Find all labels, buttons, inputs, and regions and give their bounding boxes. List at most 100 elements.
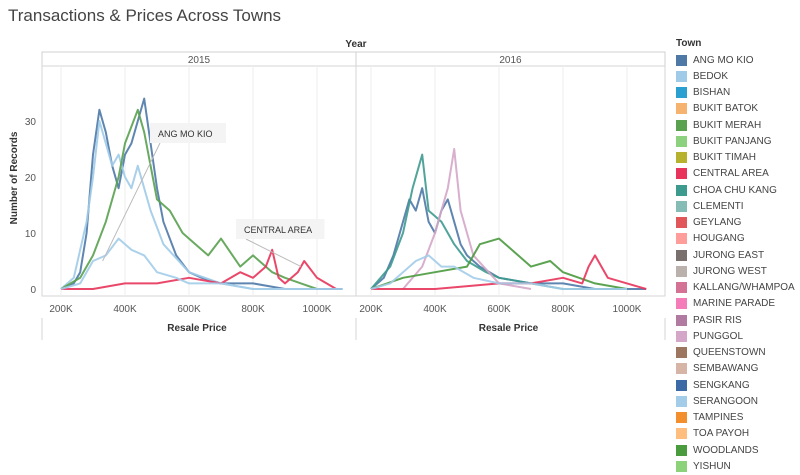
legend-item[interactable]: CHOA CHU KANG <box>676 182 800 198</box>
x-axis-title: Resale Price <box>479 323 539 334</box>
panel-header-2016: 2016 <box>499 55 522 66</box>
annotation-box <box>150 123 226 143</box>
legend-swatch <box>676 70 687 82</box>
legend-swatch <box>676 87 687 99</box>
legend-item[interactable]: TOA PAYOH <box>676 426 800 442</box>
legend-label: BUKIT PANJANG <box>693 135 772 147</box>
x-tick-label: 1000K <box>613 304 642 315</box>
legend-swatch <box>676 265 687 277</box>
column-header-year: Year <box>345 39 366 50</box>
x-tick-label: 800K <box>551 304 575 315</box>
legend-items[interactable]: ANG MO KIO BEDOK BISHAN BUKIT BATOK BUKIT ME… <box>676 52 800 475</box>
legend-label: JURONG EAST <box>693 249 765 261</box>
legend-swatch <box>676 217 687 229</box>
legend-item[interactable]: BUKIT TIMAH <box>676 150 800 166</box>
legend[interactable]: Town ANG MO KIO BEDOK BISHAN BUKIT BATOK BUK… <box>676 38 800 475</box>
legend-label: TOA PAYOH <box>693 428 750 440</box>
legend-item[interactable]: BEDOK <box>676 68 800 84</box>
legend-label: SENGKANG <box>693 379 750 391</box>
legend-label: CHOA CHU KANG <box>693 184 777 196</box>
legend-swatch <box>676 103 687 115</box>
legend-item[interactable]: SERANGOON <box>676 393 800 409</box>
annotation-leader <box>245 238 302 268</box>
legend-swatch <box>676 314 687 326</box>
legend-item[interactable]: PUNGGOL <box>676 328 800 344</box>
legend-label: WOODLANDS <box>693 444 759 456</box>
legend-label: YISHUN <box>693 460 731 472</box>
legend-swatch <box>676 412 687 424</box>
x-axis-title: Resale Price <box>167 323 227 334</box>
legend-label: TAMPINES <box>693 412 744 424</box>
legend-swatch <box>676 200 687 212</box>
legend-item[interactable]: TAMPINES <box>676 410 800 426</box>
x-tick-label: 1000K <box>303 304 332 315</box>
legend-label: BEDOK <box>693 70 729 82</box>
legend-label: GEYLANG <box>693 217 742 229</box>
chart-title: Transactions & Prices Across Towns <box>8 6 282 25</box>
x-tick-label: 400K <box>113 304 137 315</box>
series-line-2015-bukit-merah <box>60 108 318 290</box>
legend-item[interactable]: GEYLANG <box>676 215 800 231</box>
x-tick-label: 200K <box>49 304 73 315</box>
legend-swatch <box>676 444 687 456</box>
x-tick-label: 200K <box>359 304 383 315</box>
legend-item[interactable]: YISHUN <box>676 458 800 474</box>
x-tick-label: 800K <box>241 304 265 315</box>
legend-swatch <box>676 54 687 66</box>
annotation-label: ANG MO KIO <box>158 129 213 139</box>
legend-label: SEMBAWANG <box>693 363 759 375</box>
legend-swatch <box>676 135 687 147</box>
legend-swatch <box>676 347 687 359</box>
legend-item[interactable]: BUKIT BATOK <box>676 101 800 117</box>
legend-swatch <box>676 460 687 472</box>
legend-swatch <box>676 379 687 391</box>
legend-item[interactable]: WOODLANDS <box>676 442 800 458</box>
series-line-2016-woodlands <box>370 237 628 290</box>
legend-swatch <box>676 330 687 342</box>
legend-label: ANG MO KIO <box>693 54 754 66</box>
legend-label: PUNGGOL <box>693 330 744 342</box>
legend-item[interactable]: BUKIT MERAH <box>676 117 800 133</box>
legend-label: CENTRAL AREA <box>693 168 769 180</box>
legend-item[interactable]: ANG MO KIO <box>676 52 800 68</box>
legend-item[interactable]: CLEMENTI <box>676 198 800 214</box>
legend-swatch <box>676 152 687 164</box>
legend-item[interactable]: SENGKANG <box>676 377 800 393</box>
legend-label: BISHAN <box>693 87 731 99</box>
legend-label: KALLANG/WHAMPOA <box>693 282 795 294</box>
x-tick-label: 600K <box>487 304 511 315</box>
legend-item[interactable]: SEMBAWANG <box>676 361 800 377</box>
legend-title: Town <box>676 38 702 49</box>
series-line-2015-serangoon <box>60 237 343 290</box>
legend-label: JURONG WEST <box>693 265 767 277</box>
series-line-2016-central-area <box>371 254 647 290</box>
legend-swatch <box>676 298 687 310</box>
legend-swatch <box>676 184 687 196</box>
legend-swatch <box>676 168 687 180</box>
x-tick-label: 600K <box>177 304 201 315</box>
legend-item[interactable]: PASIR RIS <box>676 312 800 328</box>
legend-label: CLEMENTI <box>693 200 744 212</box>
legend-item[interactable]: KALLANG/WHAMPOA <box>676 280 800 296</box>
annotation-label: CENTRAL AREA <box>244 225 312 235</box>
series-line-2016-serangoon <box>370 254 627 290</box>
series-line-2016-ang-mo-kio <box>370 187 647 290</box>
legend-label: BUKIT TIMAH <box>693 152 756 164</box>
y-tick-label: 30 <box>25 117 37 128</box>
legend-swatch <box>676 395 687 407</box>
legend-item[interactable]: CENTRAL AREA <box>676 166 800 182</box>
legend-label: SERANGOON <box>693 395 759 407</box>
legend-item[interactable]: JURONG WEST <box>676 263 800 279</box>
legend-label: QUEENSTOWN <box>693 347 766 359</box>
annotation-box <box>236 219 325 239</box>
legend-item[interactable]: MARINE PARADE <box>676 296 800 312</box>
legend-item[interactable]: BUKIT PANJANG <box>676 133 800 149</box>
y-tick-label: 0 <box>30 285 36 296</box>
legend-item[interactable]: HOUGANG <box>676 231 800 247</box>
y-axis-title: Number of Records <box>9 131 20 224</box>
legend-item[interactable]: BISHAN <box>676 85 800 101</box>
legend-swatch <box>676 282 687 294</box>
legend-item[interactable]: JURONG EAST <box>676 247 800 263</box>
legend-item[interactable]: QUEENSTOWN <box>676 345 800 361</box>
